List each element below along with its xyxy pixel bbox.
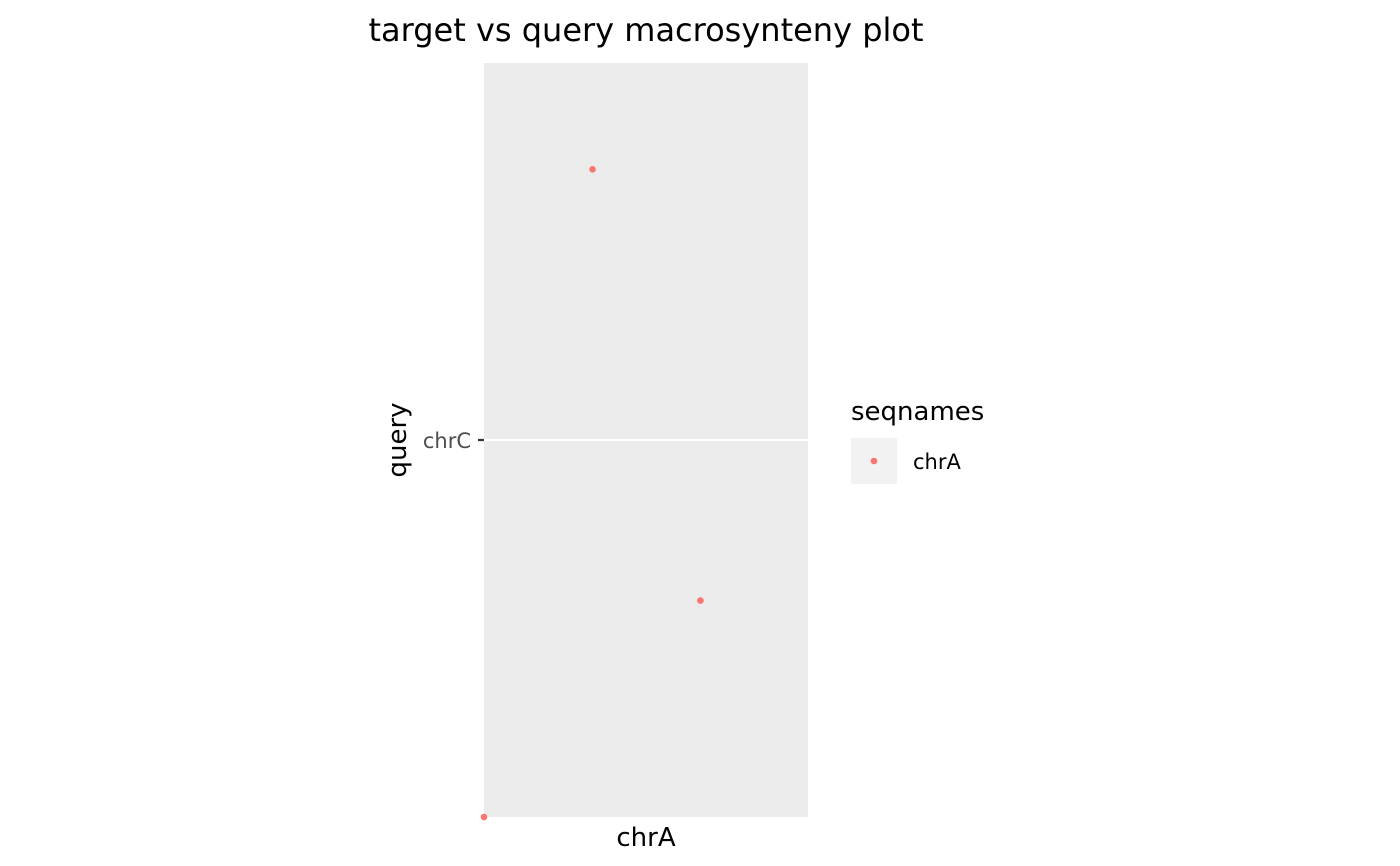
- legend: seqnames chrA: [851, 397, 984, 484]
- y-axis-ticks: chrC: [423, 429, 484, 453]
- data-points: [480, 166, 704, 821]
- chart-title: target vs query macrosynteny plot: [368, 11, 923, 49]
- legend-label: chrA: [913, 450, 961, 474]
- x-axis-category-label: chrA: [616, 823, 675, 853]
- legend-key-point: [870, 457, 878, 465]
- data-point: [480, 813, 488, 821]
- y-tick-label: chrC: [423, 429, 471, 453]
- data-point: [697, 597, 704, 604]
- data-point: [589, 166, 596, 173]
- legend-title: seqnames: [851, 397, 984, 427]
- y-axis-title: query: [383, 402, 413, 477]
